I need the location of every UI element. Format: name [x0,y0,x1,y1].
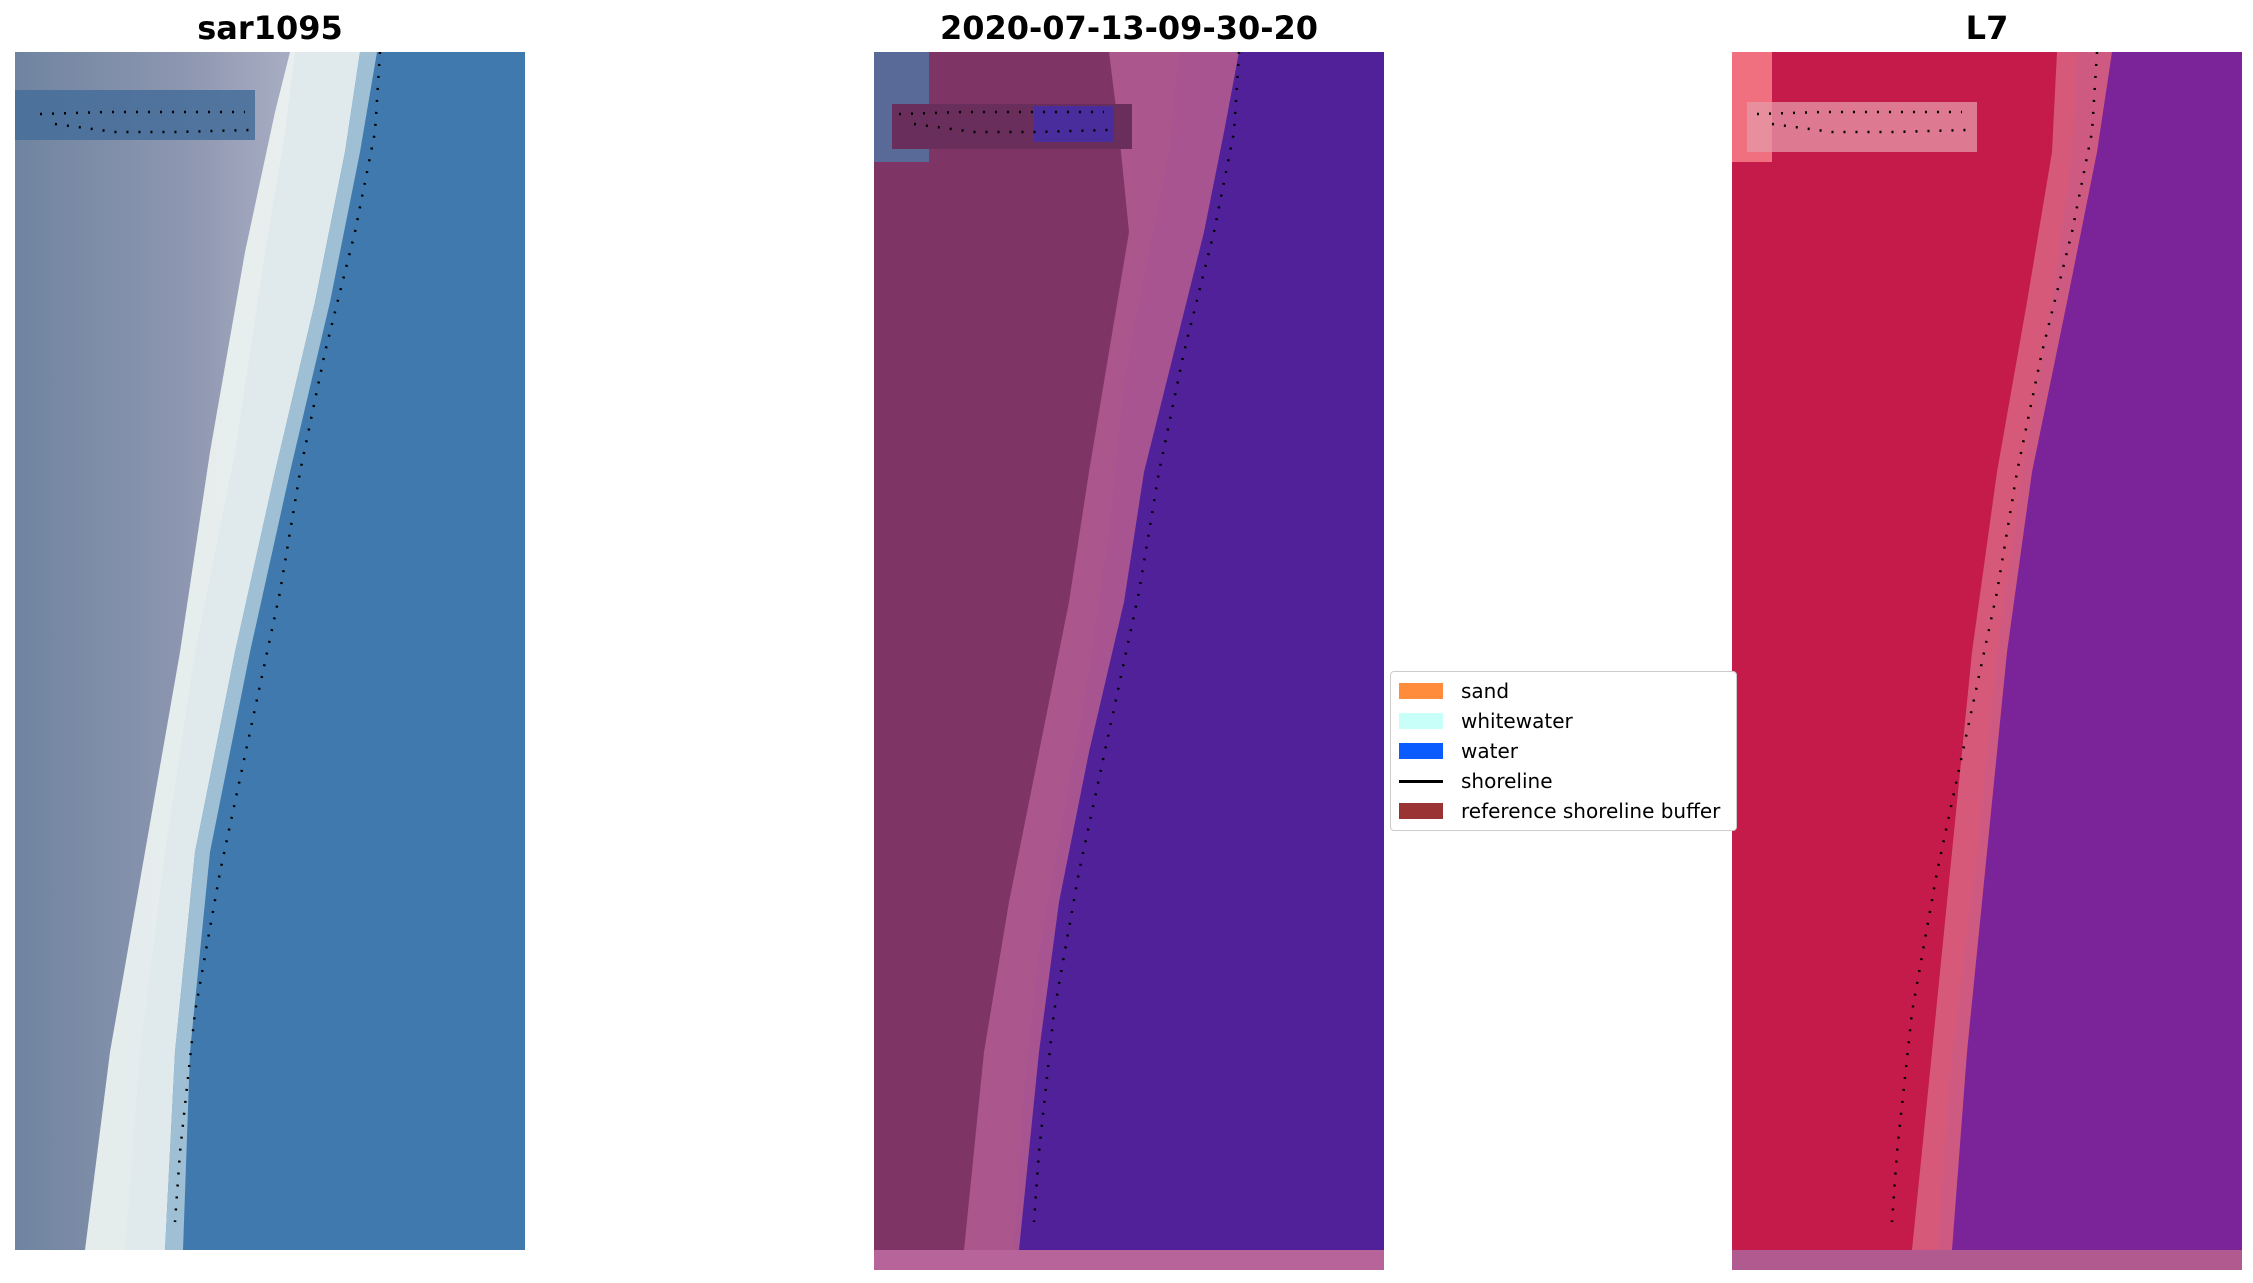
panel-title-2: 2020-07-13-09-30-20 [939,9,1319,47]
class-land-area [874,52,1179,1250]
ir-jetty [1747,102,1977,152]
legend-label: whitewater [1461,709,1573,733]
rgb-jetty [15,90,255,140]
legend-label: reference shoreline buffer [1461,799,1721,823]
ir-bottom-strip [1732,1250,2242,1270]
rgb-land-area [15,52,295,1250]
class-jetty-water [1034,106,1114,142]
panel-title-1: sar1095 [197,9,343,47]
classified-image-panel [874,52,1384,1270]
ir-land-area [1732,52,2077,1250]
class-buffer-area [964,52,1239,1250]
panel-title-3: L7 [1965,9,2009,47]
rgb-image-panel [15,52,525,1250]
shoreline-swatch [1399,780,1443,783]
legend: sand whitewater water shoreline referenc… [1390,671,1737,831]
rgb-surf-zone [85,52,360,1250]
legend-label: water [1461,739,1518,763]
rgb-surf-edge [165,52,377,1250]
ir-beach-area [1912,52,2112,1250]
reference-buffer-swatch [1399,803,1443,819]
water-swatch [1399,743,1443,759]
sand-swatch [1399,683,1443,699]
class-bottom-strip [874,1250,1384,1270]
legend-label: shoreline [1461,769,1553,793]
whitewater-swatch [1399,713,1443,729]
false-colour-image-panel [1732,52,2242,1270]
legend-label: sand [1461,679,1510,703]
